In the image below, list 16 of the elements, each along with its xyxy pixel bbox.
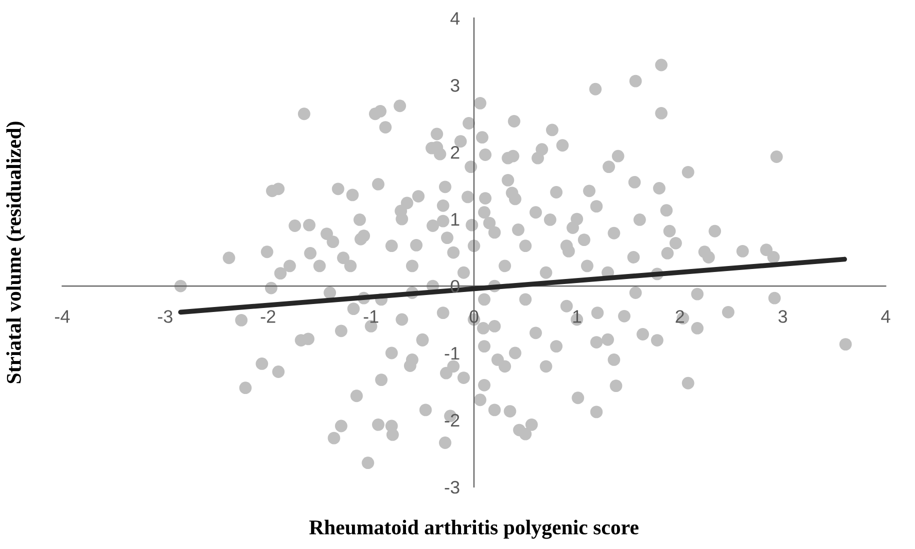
x-axis-title: Rheumatoid arthritis polygenic score — [309, 520, 638, 539]
x-tick-label: 1 — [573, 310, 582, 323]
y-tick-label: 1 — [451, 213, 460, 226]
x-tick-label: -3 — [158, 310, 172, 323]
y-tick-label: 3 — [450, 79, 460, 92]
x-tick-label: 4 — [881, 310, 890, 323]
y-tick-label: -3 — [444, 480, 460, 494]
y-tick-label: -2 — [444, 414, 460, 427]
x-tick-label: -2 — [260, 310, 276, 323]
x-tick-label: -4 — [54, 310, 70, 323]
y-tick-label: 2 — [450, 146, 460, 159]
y-tick-label: -1 — [444, 347, 460, 360]
x-tick-label: -1 — [364, 310, 378, 323]
y-tick-label: 4 — [450, 12, 460, 25]
x-tick-label: 3 — [778, 310, 788, 323]
y-axis-title: Striatal volume (residualized) — [6, 122, 26, 384]
